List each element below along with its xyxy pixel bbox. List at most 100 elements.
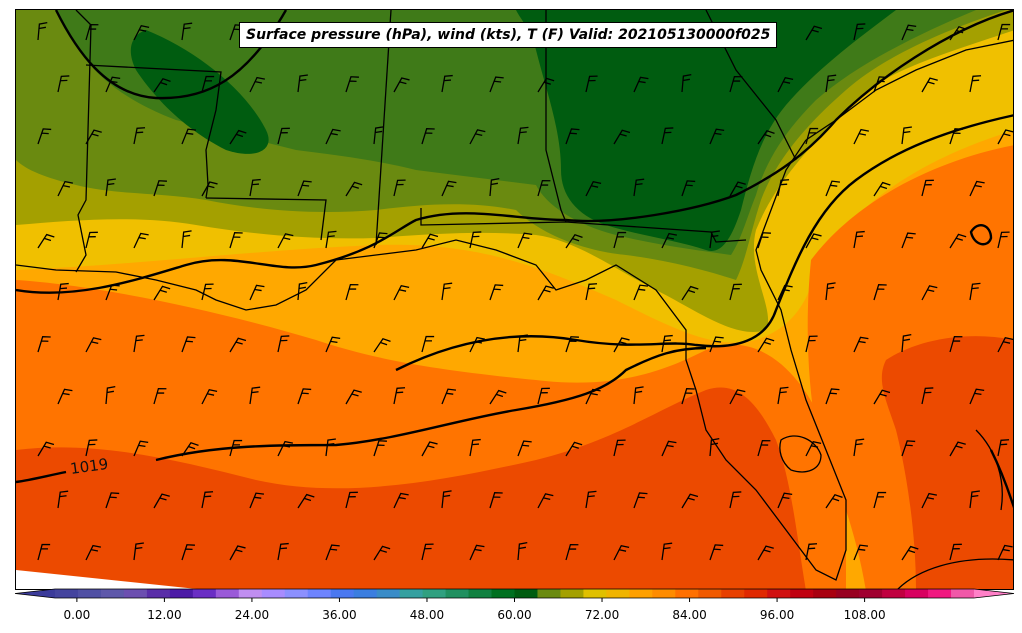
wind-barb	[37, 543, 51, 561]
wind-barb	[469, 231, 482, 249]
wind-barb	[105, 76, 121, 93]
colorbar-cell	[399, 589, 424, 598]
wind-barb	[969, 282, 981, 301]
wind-barb	[825, 180, 841, 197]
colorbar-cell	[859, 589, 883, 598]
wind-barb	[633, 76, 649, 93]
wind-barb	[229, 337, 247, 353]
wind-barb	[661, 440, 677, 457]
wind-barb	[229, 232, 243, 249]
wind-barb	[37, 22, 48, 41]
wind-barb	[181, 22, 193, 41]
colorbar-cell	[261, 589, 286, 598]
wind-barb	[757, 232, 771, 249]
wind-barb	[921, 285, 938, 301]
wind-barb	[249, 492, 265, 509]
wind-barb	[757, 129, 775, 145]
isobar-gulf	[395, 114, 1013, 372]
wind-barb	[565, 543, 579, 561]
wind-barb	[325, 438, 336, 457]
map-title-text: Surface pressure (hPa), wind (kts), T (F…	[246, 27, 771, 43]
colorbar-extend-low	[15, 589, 55, 598]
wind-barb	[297, 493, 315, 509]
colorbar-tick-label: 96.00	[760, 608, 794, 622]
wind-barb	[997, 129, 1013, 145]
contour-label-1019: 1019	[69, 455, 109, 478]
colorbar-cell	[215, 589, 240, 598]
isobar-mid	[16, 10, 1013, 294]
colorbar-cells	[14, 588, 1015, 599]
wind-barb	[949, 128, 963, 145]
colorbar-cell	[606, 589, 630, 598]
wind-barb	[661, 542, 673, 561]
wind-barb	[85, 231, 98, 249]
wind-barb	[133, 232, 149, 249]
wind-barb	[997, 439, 1010, 457]
temp-band-60	[516, 10, 896, 251]
wind-barb	[489, 389, 507, 405]
isobar-se	[989, 449, 1013, 509]
colorbar-cell	[330, 589, 355, 598]
wind-barb	[153, 180, 167, 197]
wind-barb	[57, 388, 73, 405]
wind-barb	[565, 128, 580, 145]
colorbar-cell	[721, 589, 745, 598]
wind-barb	[873, 284, 887, 301]
wind-barb	[489, 178, 500, 197]
wind-barb	[277, 542, 289, 561]
wind-barb	[133, 334, 145, 353]
wind-barb	[729, 283, 742, 301]
wind-barb	[825, 74, 837, 93]
colorbar-tick-label: 12.00	[147, 608, 181, 622]
wind-barb	[133, 127, 146, 145]
wind-barb	[105, 492, 120, 509]
temperature-field	[16, 10, 1013, 589]
colorbar-cell	[836, 589, 860, 598]
wind-barb	[37, 233, 55, 249]
wind-barb	[777, 386, 789, 405]
wind-barb	[805, 441, 822, 457]
wind-barbs	[37, 22, 1013, 561]
wind-barb	[469, 129, 486, 145]
temp-band-81	[16, 387, 806, 589]
wind-barb	[777, 492, 793, 509]
wind-barb	[373, 126, 384, 145]
wind-barb	[441, 388, 457, 405]
wind-barb	[633, 178, 645, 197]
wind-barb	[729, 75, 743, 93]
wind-barb	[565, 336, 579, 353]
wind-barb	[613, 337, 630, 353]
wind-barb	[537, 285, 554, 301]
wind-barb	[633, 492, 648, 509]
wind-barb	[921, 492, 937, 509]
map-canvas: 1019	[16, 10, 1013, 589]
wind-barb	[469, 438, 481, 457]
wind-barb	[201, 283, 214, 301]
wind-barb	[537, 179, 551, 197]
wind-barb	[105, 178, 116, 197]
wind-barb	[853, 23, 866, 41]
wind-barb	[901, 24, 917, 41]
wind-barb	[901, 126, 912, 145]
colorbar-cell	[560, 589, 585, 598]
wind-barb	[277, 233, 294, 249]
wind-barb	[249, 76, 265, 93]
wind-barb	[37, 128, 52, 145]
isobar-1019	[155, 346, 707, 462]
wind-barb	[345, 283, 359, 301]
colorbar-cell	[675, 589, 699, 598]
wind-barb	[85, 337, 102, 353]
coastline-east	[805, 39, 1013, 141]
wind-barb	[537, 493, 554, 509]
colorbar-extend-high	[974, 589, 1014, 598]
wind-barb	[37, 336, 51, 353]
wind-barb	[757, 337, 775, 353]
wind-barb	[709, 230, 720, 249]
wind-barb	[489, 76, 504, 93]
temp-patch-southwest	[16, 570, 197, 589]
wind-barb	[345, 76, 359, 93]
wind-barb	[201, 75, 215, 93]
wind-barb	[853, 544, 869, 561]
wind-barb	[393, 492, 409, 509]
wind-barb	[421, 543, 434, 561]
